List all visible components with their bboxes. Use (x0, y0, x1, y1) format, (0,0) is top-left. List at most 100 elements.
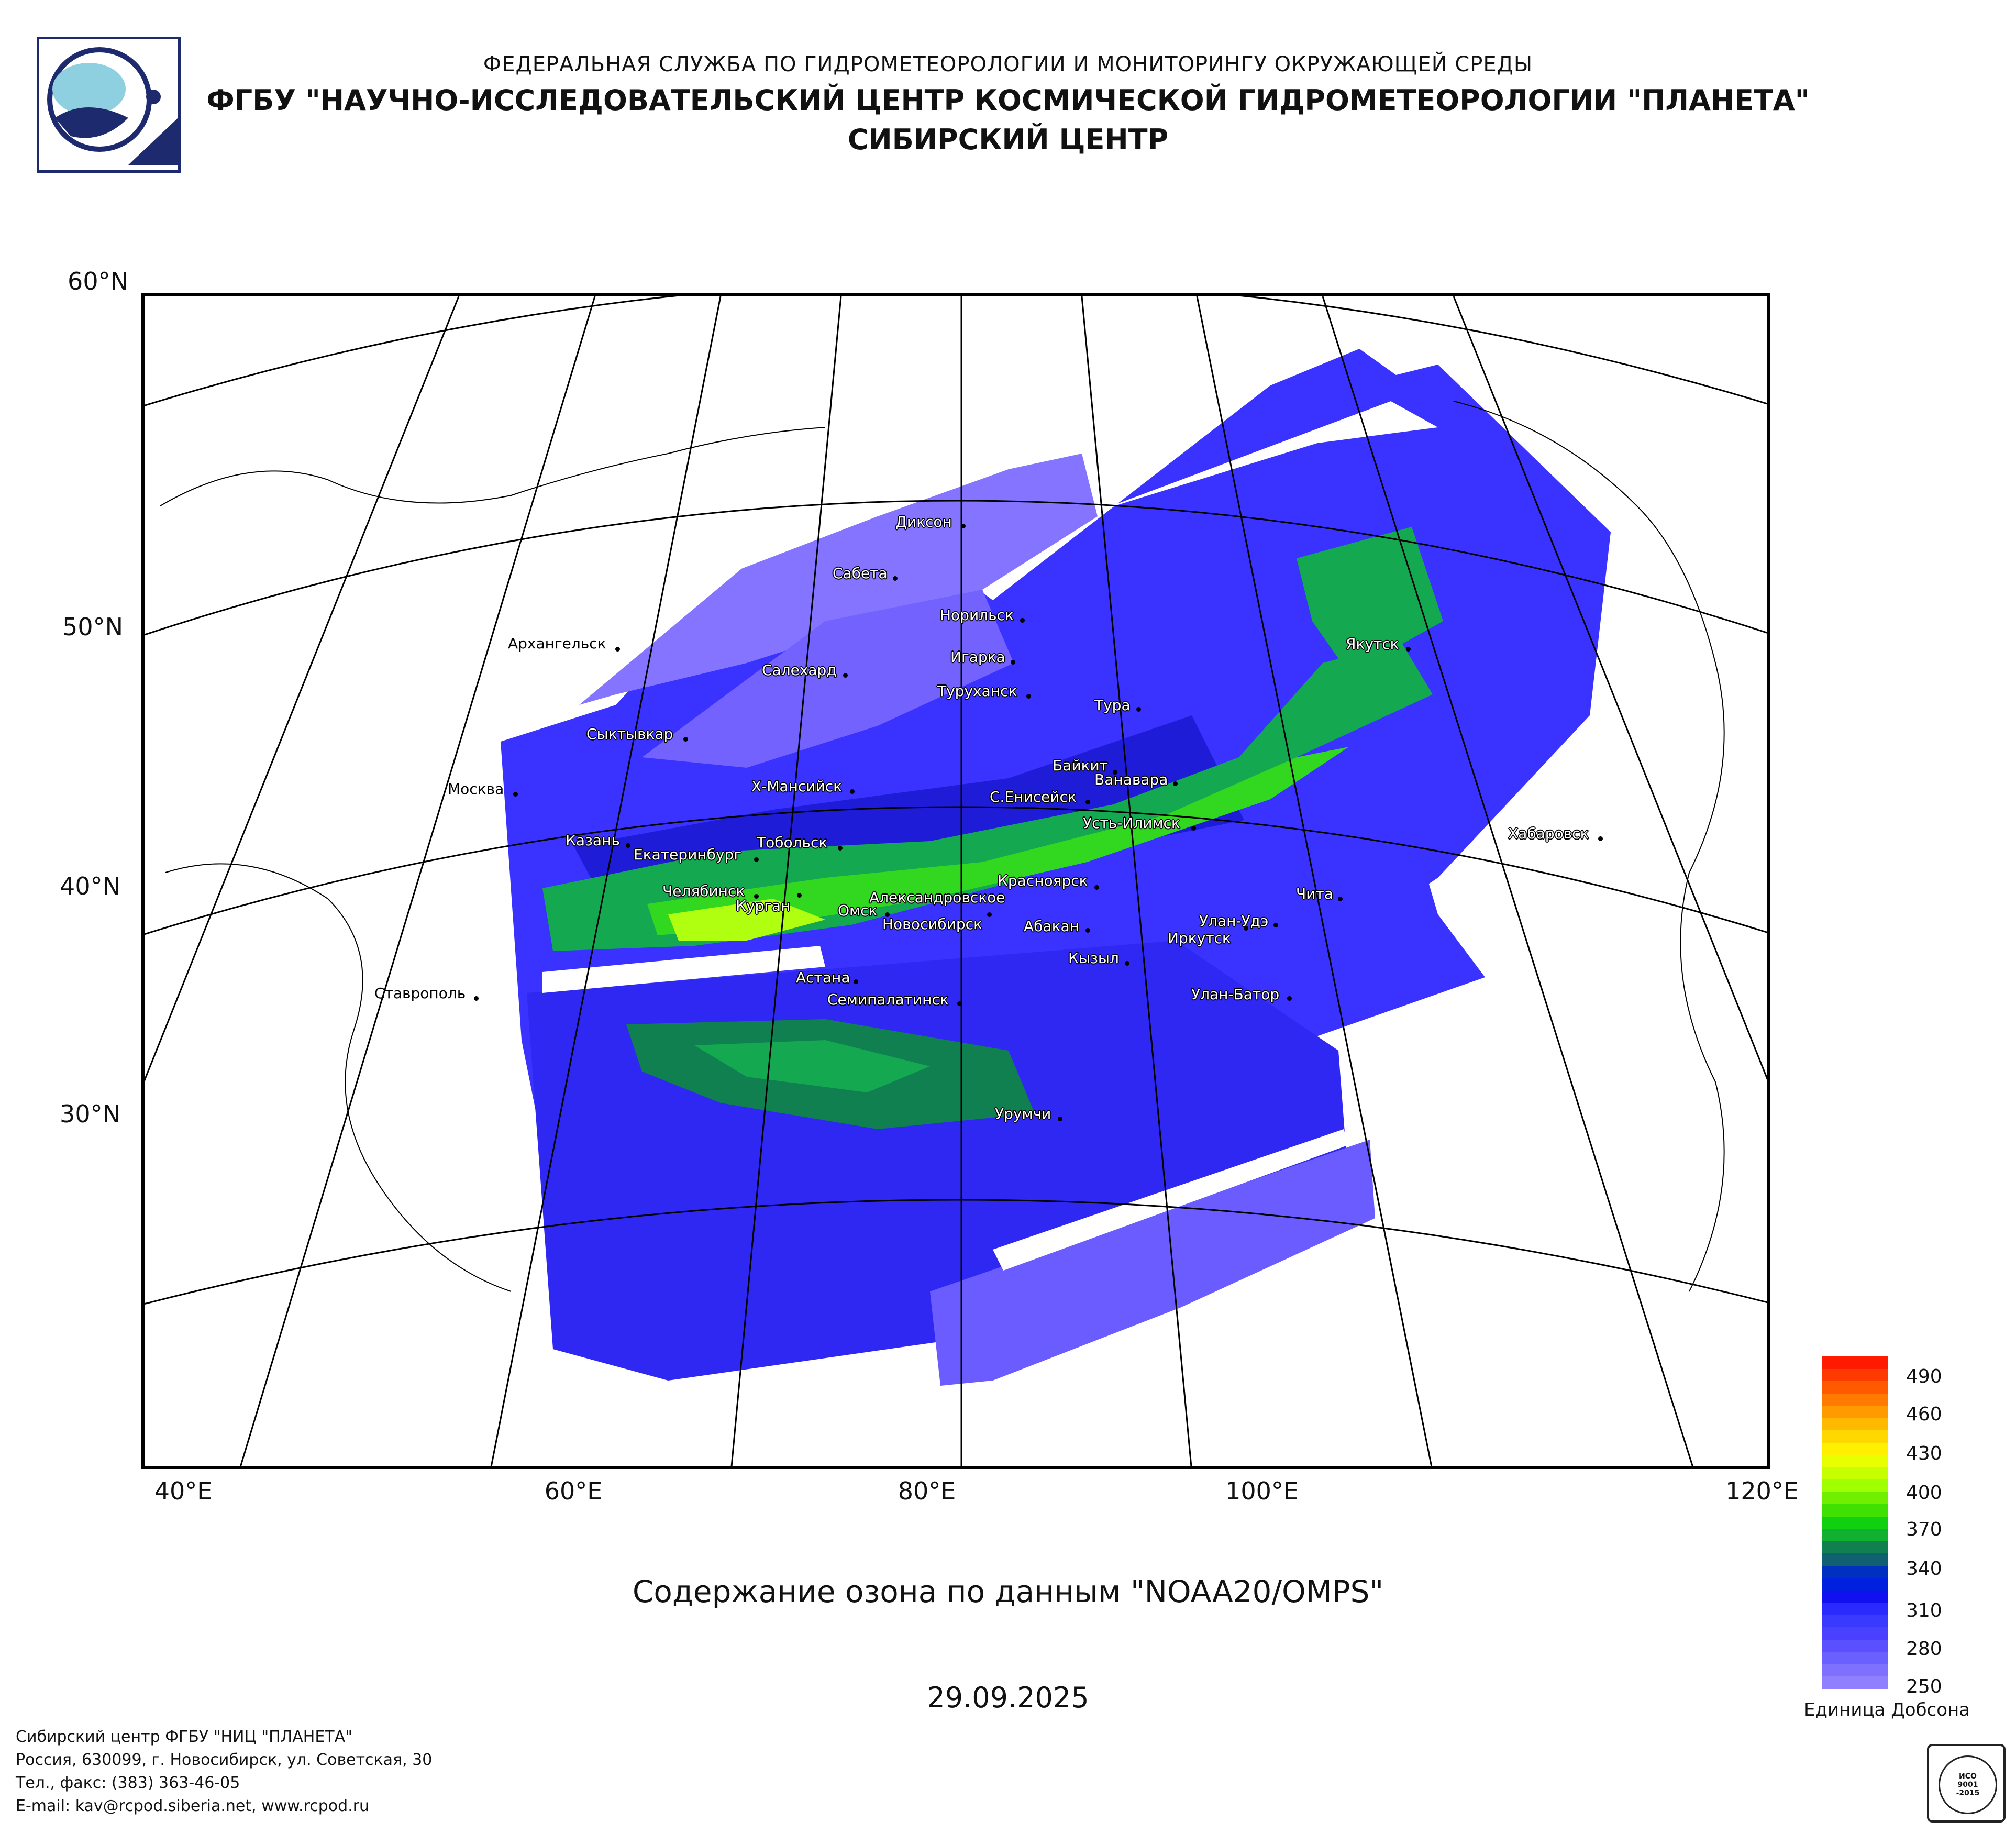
city-label-igarka: Игарка (950, 648, 1005, 666)
city-dot (683, 737, 688, 742)
city-dot (626, 843, 630, 848)
lon-label-100: 100°E (1225, 1477, 1299, 1505)
city-label-aleksandrovskoe: Александровское (869, 889, 1005, 906)
color-scale-segment (1822, 1590, 1888, 1603)
city-dot (1085, 928, 1090, 933)
color-scale-segment (1822, 1565, 1888, 1578)
city-label-chelyabinsk: Челябинск (662, 882, 745, 900)
legend-tick-250: 250 (1906, 1676, 1942, 1697)
map-date: 29.09.2025 (927, 1681, 1089, 1714)
contact-footer: Сибирский центр ФГБУ "НИЦ "ПЛАНЕТА" Росс… (16, 1726, 432, 1818)
color-scale-segment (1822, 1553, 1888, 1566)
lon-label-120: 120°E (1725, 1477, 1799, 1505)
city-dot (961, 524, 966, 528)
legend-tick-370: 370 (1906, 1519, 1942, 1540)
lon-label-60: 60°E (544, 1477, 603, 1505)
color-scale-segment (1822, 1442, 1888, 1455)
city-label-astana: Астана (796, 969, 850, 986)
ozone-map (141, 293, 1770, 1469)
legend-tick-430: 430 (1906, 1443, 1942, 1464)
city-dot (474, 996, 479, 1001)
iso-badge-text: 9001 (1957, 1781, 1978, 1789)
legend-tick-400: 400 (1906, 1482, 1942, 1504)
color-scale-segment (1822, 1652, 1888, 1664)
color-scale-segment (1822, 1406, 1888, 1418)
footer-phone: Тел., факс: (383) 363-46-05 (16, 1774, 240, 1792)
legend-tick-340: 340 (1906, 1558, 1942, 1580)
color-scale-segment (1822, 1639, 1888, 1652)
color-scale-segment (1822, 1455, 1888, 1467)
city-label-ust-ilimsk: Усть-Илимск (1083, 814, 1180, 832)
color-scale-segment (1822, 1541, 1888, 1554)
city-label-urumqi: Урумчи (995, 1105, 1051, 1122)
legend-tick-460: 460 (1906, 1404, 1942, 1425)
city-label-sabeta: Сабета (833, 565, 888, 582)
color-scale-bar (1822, 1356, 1888, 1689)
color-scale-segment (1822, 1664, 1888, 1677)
city-label-kurgan: Курган (736, 897, 791, 914)
city-label-semipalatinsk: Семипалатинск (827, 991, 949, 1008)
institute-title: ФГБУ "НАУЧНО-ИССЛЕДОВАТЕЛЬСКИЙ ЦЕНТР КОС… (206, 84, 1810, 117)
city-dot (1113, 770, 1117, 775)
footer-address: Россия, 630099, г. Новосибирск, ул. Сове… (16, 1751, 433, 1769)
city-label-chita: Чита (1296, 885, 1333, 902)
color-scale-segment (1822, 1578, 1888, 1591)
iso-certification-badge: ИСО 9001 -2015 (1927, 1744, 2006, 1823)
color-scale-segment (1822, 1381, 1888, 1394)
legend-unit: Единица Добсона (1804, 1699, 1970, 1720)
legend-tick-310: 310 (1906, 1600, 1942, 1621)
city-label-salekhard: Салехард (762, 661, 837, 679)
agency-title: ФЕДЕРАЛЬНАЯ СЛУЖБА ПО ГИДРОМЕТЕОРОЛОГИИ … (483, 52, 1533, 76)
city-dot (1026, 694, 1031, 699)
city-dot (1058, 1117, 1062, 1121)
city-label-moscow: Москва (448, 780, 504, 798)
city-label-vanavara: Ванавара (1094, 771, 1168, 788)
color-scale-segment (1822, 1492, 1888, 1505)
color-scale-segment (1822, 1615, 1888, 1628)
city-label-yeniseysk: С.Енисейск (990, 788, 1077, 805)
city-dot (1338, 897, 1343, 901)
color-scale-segment (1822, 1368, 1888, 1382)
city-label-dikson: Диксон (895, 513, 952, 531)
city-dot (850, 789, 855, 794)
city-dot (987, 912, 992, 917)
color-scale-segment (1822, 1529, 1888, 1541)
city-label-kazan: Казань (566, 832, 620, 849)
center-title: СИБИРСКИЙ ЦЕНТР (847, 123, 1169, 156)
city-label-syktyvkar: Сыктывкар (586, 725, 673, 743)
lon-label-80: 80°E (898, 1477, 956, 1505)
city-dot (1173, 781, 1178, 786)
iso-badge-text: ИСО (1959, 1772, 1977, 1781)
city-label-turukhansk: Туруханск (937, 682, 1017, 700)
city-label-tobolsk: Тобольск (757, 834, 828, 851)
legend-tick-280: 280 (1906, 1638, 1942, 1660)
city-dot (843, 673, 848, 678)
city-dot (957, 1001, 962, 1006)
city-dot (754, 894, 759, 899)
color-scale-segment (1822, 1504, 1888, 1517)
color-scale-segment (1822, 1430, 1888, 1443)
legend-tick-490: 490 (1906, 1366, 1942, 1387)
color-scale-segment (1822, 1356, 1888, 1369)
city-dot (838, 846, 843, 851)
city-label-abakan: Абакан (1024, 918, 1079, 935)
city-dot (854, 979, 858, 984)
color-scale-segment (1822, 1603, 1888, 1615)
footer-email: E-mail: kav@rcpod.siberia.net, www.rcpod… (16, 1797, 370, 1815)
city-dot (615, 647, 620, 652)
city-label-ulan-ude: Улан-Удэ (1199, 912, 1269, 930)
color-scale-segment (1822, 1479, 1888, 1492)
city-label-baikit: Байкит (1053, 757, 1108, 774)
color-scale-segment (1822, 1418, 1888, 1431)
color-scale-segment (1822, 1467, 1888, 1480)
city-label-omsk: Омск (838, 902, 878, 919)
city-dot (1085, 800, 1090, 804)
city-dot (1125, 961, 1129, 966)
city-dot (1287, 996, 1292, 1001)
city-dot (1136, 707, 1141, 712)
color-scale-segment (1822, 1393, 1888, 1406)
city-dot (1094, 885, 1099, 890)
city-dot (797, 893, 802, 898)
city-dot (893, 576, 898, 581)
city-dot (1406, 647, 1411, 652)
